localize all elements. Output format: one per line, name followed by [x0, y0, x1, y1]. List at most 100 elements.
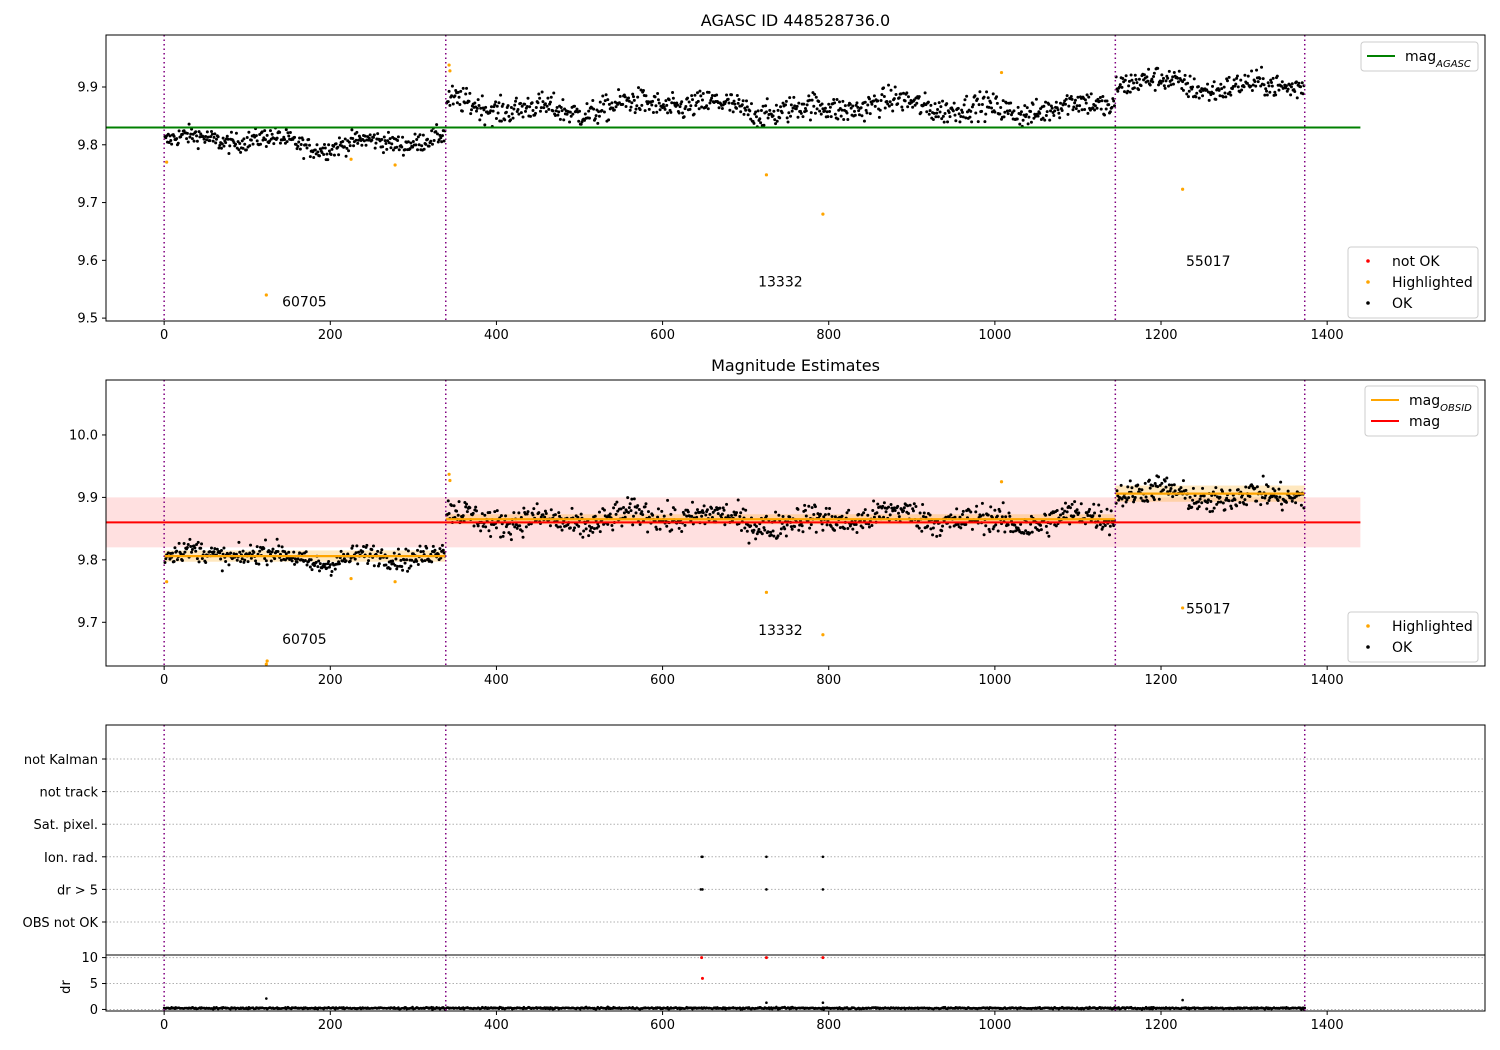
ok-point: [416, 135, 420, 139]
ok-point: [556, 113, 560, 117]
y-tick-label: 9.6: [77, 254, 98, 269]
ok-point: [690, 94, 694, 98]
ok-point: [577, 119, 581, 123]
ok-point: [970, 527, 974, 531]
ok-point: [1273, 489, 1277, 493]
ok-point: [351, 136, 355, 140]
ok-point: [244, 148, 248, 152]
ok-point: [401, 568, 405, 572]
dr-axis-label: dr: [59, 980, 74, 994]
ok-point: [1247, 486, 1251, 490]
ok-point: [781, 514, 785, 518]
ok-point: [889, 88, 893, 92]
ok-point: [692, 112, 696, 116]
ok-point: [183, 550, 187, 554]
ok-point: [255, 545, 259, 549]
ok-point: [576, 515, 580, 519]
ok-point: [1047, 102, 1051, 106]
ok-point: [980, 109, 984, 113]
ok-point: [934, 115, 938, 119]
ok-point: [727, 101, 731, 105]
ok-point: [177, 541, 181, 545]
ok-point: [653, 95, 657, 99]
ok-point: [1119, 483, 1123, 487]
ok-point: [263, 138, 267, 142]
ok-point: [210, 546, 214, 550]
ok-point: [650, 103, 654, 107]
ok-point: [474, 505, 478, 509]
ok-point: [1187, 89, 1191, 93]
ok-point: [964, 116, 968, 120]
flag-point: [701, 888, 704, 891]
ok-point: [1026, 122, 1030, 126]
ok-point: [1235, 504, 1239, 508]
ok-point: [656, 92, 660, 96]
ok-point: [1044, 100, 1048, 104]
ok-point: [764, 514, 768, 518]
ok-point: [277, 544, 281, 548]
dr-outlier-point: [765, 1001, 768, 1005]
ok-point: [481, 524, 485, 528]
ok-point: [1217, 88, 1221, 92]
ok-point: [963, 98, 967, 102]
ok-point: [740, 529, 744, 533]
ok-point: [908, 503, 912, 507]
ok-point: [450, 94, 454, 98]
ok-point: [723, 523, 727, 527]
ok-point: [684, 104, 688, 108]
ok-point: [293, 135, 297, 139]
ok-point: [726, 97, 730, 101]
ok-point: [928, 513, 932, 517]
ok-point: [594, 114, 598, 118]
ok-point: [860, 513, 864, 517]
ok-point: [361, 550, 365, 554]
ok-point: [638, 108, 642, 112]
highlighted-point: [447, 63, 451, 67]
ok-point: [620, 524, 624, 528]
ok-point: [582, 118, 586, 122]
ok-point: [1132, 86, 1136, 90]
ok-point: [1029, 120, 1033, 124]
ok-point: [243, 142, 247, 146]
ok-point: [886, 102, 890, 106]
ok-point: [1196, 500, 1200, 504]
ok-point: [1205, 507, 1209, 511]
ok-point: [956, 106, 960, 110]
ok-point: [453, 94, 457, 98]
ok-point: [190, 137, 194, 141]
legend-marker-0: [1366, 259, 1370, 263]
ok-point: [541, 513, 545, 517]
ok-point: [754, 537, 758, 541]
ok-point: [1280, 508, 1284, 512]
ok-point: [268, 549, 272, 553]
ok-point: [205, 138, 209, 142]
ok-point: [180, 558, 184, 562]
ok-point: [1276, 498, 1280, 502]
ok-point: [549, 508, 553, 512]
ok-point: [509, 538, 513, 542]
x-tick-label: 1200: [1144, 328, 1177, 343]
ok-point: [893, 85, 897, 89]
ok-point: [683, 523, 687, 527]
ok-point: [308, 155, 312, 159]
ok-point: [195, 134, 199, 138]
ok-point: [172, 559, 176, 563]
ok-point: [749, 524, 753, 528]
ok-point: [882, 94, 886, 98]
ok-point: [351, 544, 355, 548]
highlighted-point: [1181, 606, 1185, 610]
ok-point: [864, 108, 868, 112]
ok-point: [200, 542, 204, 546]
ok-point: [623, 515, 627, 519]
ok-point: [828, 105, 832, 109]
ok-point: [654, 104, 658, 108]
ok-point: [690, 500, 694, 504]
ok-point: [434, 130, 438, 134]
ok-point: [271, 547, 275, 551]
ok-point: [1261, 474, 1265, 478]
ok-point: [887, 104, 891, 108]
ok-point: [998, 112, 1002, 116]
highlighted-point: [349, 157, 353, 161]
ok-point: [974, 111, 978, 115]
ok-point: [1176, 80, 1180, 84]
